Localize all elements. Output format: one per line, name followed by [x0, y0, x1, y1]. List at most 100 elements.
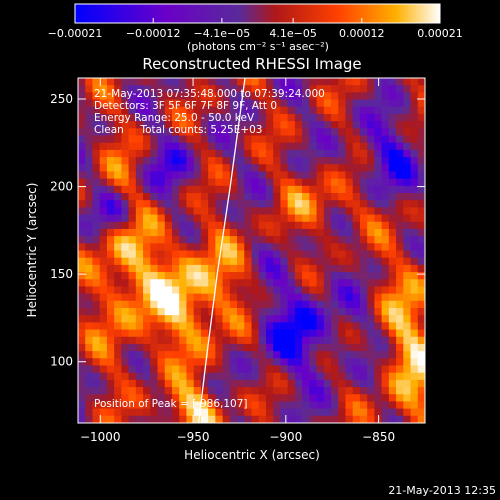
heatmap-cell — [244, 200, 253, 208]
heatmap-cell — [381, 157, 390, 165]
heatmap-cell — [316, 178, 325, 187]
heatmap-cell — [135, 372, 144, 381]
heatmap-cell — [381, 293, 390, 302]
heatmap-cell — [294, 113, 303, 122]
heatmap-cell — [106, 128, 115, 137]
heatmap-cell — [381, 372, 390, 381]
heatmap-cell — [410, 279, 419, 288]
heatmap-cell — [417, 243, 425, 252]
heatmap-cell — [121, 113, 130, 122]
heatmap-cell — [352, 171, 361, 180]
heatmap-cell — [208, 128, 216, 137]
heatmap-cell — [352, 113, 361, 122]
heatmap-cell — [367, 257, 375, 266]
heatmap-cell — [331, 85, 339, 93]
heatmap-cell — [85, 193, 94, 201]
heatmap-cell — [106, 387, 115, 395]
heatmap-cell — [273, 99, 282, 108]
heatmap-cell — [403, 372, 412, 381]
heatmap-cell — [359, 185, 368, 194]
heatmap-cell — [237, 293, 245, 302]
heatmap-cell — [121, 135, 130, 144]
heatmap-cell — [229, 315, 238, 323]
heatmap-cell — [316, 308, 325, 316]
heatmap-cell — [193, 272, 202, 280]
heatmap-cell — [222, 113, 231, 122]
heatmap-cell — [381, 178, 390, 187]
heatmap-cell — [309, 221, 318, 230]
heatmap-cell — [92, 415, 101, 423]
heatmap-cell — [222, 214, 231, 223]
heatmap-cell — [396, 92, 404, 101]
heatmap-cell — [157, 401, 166, 410]
heatmap-cell — [352, 207, 361, 216]
heatmap-cell — [316, 78, 325, 86]
heatmap-cell — [352, 358, 361, 367]
heatmap-cell — [150, 214, 159, 223]
heatmap-cell — [179, 365, 188, 374]
heatmap-cell — [222, 99, 231, 108]
heatmap-cell — [403, 92, 412, 101]
heatmap-cell — [85, 358, 94, 367]
heatmap-cell — [99, 415, 108, 423]
heatmap-cell — [92, 236, 101, 244]
heatmap-cell — [222, 408, 231, 417]
heatmap-cell — [128, 214, 137, 223]
heatmap-cell — [99, 372, 108, 381]
heatmap-cell — [417, 415, 425, 423]
heatmap-cell — [294, 372, 303, 381]
heatmap-cell — [381, 394, 390, 403]
heatmap-cell — [186, 336, 195, 345]
heatmap-cell — [403, 308, 412, 316]
heatmap-cell — [150, 372, 159, 381]
heatmap-cell — [309, 394, 318, 403]
heatmap-cell — [143, 315, 151, 323]
heatmap-cell — [208, 113, 216, 122]
heatmap-cell — [273, 106, 282, 115]
heatmap-cell — [121, 243, 130, 252]
heatmap-cell — [193, 286, 202, 295]
heatmap-cell — [280, 78, 289, 86]
heatmap-cell — [323, 214, 332, 223]
heatmap-cell — [374, 221, 383, 230]
heatmap-cell — [251, 315, 260, 323]
heatmap-cell — [229, 78, 238, 86]
heatmap-cell — [309, 250, 318, 259]
heatmap-cell — [417, 236, 425, 244]
heatmap-cell — [309, 272, 318, 280]
heatmap-cell — [280, 135, 289, 144]
heatmap-cell — [143, 279, 151, 288]
heatmap-cell — [99, 99, 108, 108]
heatmap-cell — [106, 279, 115, 288]
heatmap-cell — [128, 351, 137, 359]
heatmap-cell — [179, 358, 188, 367]
heatmap-cell — [106, 351, 115, 359]
colorbar-ticks: −0.00021 −0.00012 −4.1e−05 4.1e−05 0.00012 0.… — [48, 18, 463, 40]
heatmap-cell — [128, 308, 137, 316]
heatmap-cell — [85, 221, 94, 230]
heatmap-cell — [265, 99, 274, 108]
heatmap-cell — [85, 207, 94, 216]
heatmap-cell — [345, 78, 354, 86]
heatmap-cell — [222, 178, 231, 187]
heatmap-cell — [309, 185, 318, 194]
heatmap-cell — [294, 250, 303, 259]
heatmap-cell — [193, 221, 202, 230]
heatmap-cell — [396, 257, 404, 266]
heatmap-cell — [215, 387, 224, 395]
heatmap-cell — [331, 343, 339, 352]
heatmap-cell — [193, 358, 202, 367]
heatmap-cell — [208, 99, 216, 108]
heatmap-cell — [367, 78, 375, 86]
heatmap-cell — [208, 336, 216, 345]
annotation-energy: Energy Range: 25.0 - 50.0 keV — [94, 112, 255, 124]
heatmap-cell — [222, 315, 231, 323]
heatmap-cell — [229, 171, 238, 180]
heatmap-cell — [403, 286, 412, 295]
heatmap-cell — [99, 78, 108, 86]
heatmap-cell — [417, 221, 425, 230]
heatmap-cell — [294, 157, 303, 165]
heatmap-cell — [143, 171, 151, 180]
heatmap-cell — [179, 228, 188, 237]
heatmap-cell — [157, 250, 166, 259]
